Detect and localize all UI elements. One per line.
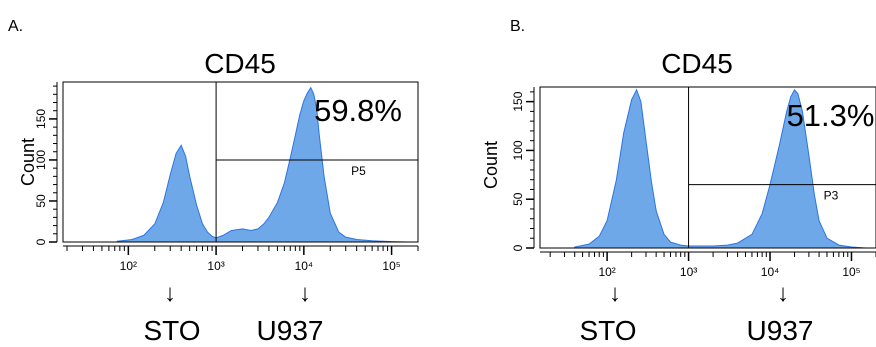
panel-b-histogram-series-0 — [574, 88, 866, 249]
panel-a-y-tick-label-1: 50 — [34, 194, 48, 208]
panel-a-y-tick-label-2: 100 — [34, 150, 48, 170]
panel-a-title: CD45 — [204, 48, 276, 79]
panel-a-u937-arrow: ↓ — [299, 280, 311, 307]
panel-a-x-tick-label-0: 10² — [120, 259, 137, 273]
panel-a-plot-frame — [62, 81, 419, 243]
panel-b-y-tick-label-3: 150 — [511, 91, 525, 111]
panel-b-gate-percent: 51.3% — [787, 98, 875, 133]
panel-a-population-sto: ↓ STO — [143, 280, 200, 346]
panel-b-ylabel: Count — [481, 141, 501, 189]
panel-b-plot: P3 51.3% 10² 10³ 10⁴ 10⁵ 0 50 100 150 — [511, 86, 876, 279]
panel-b-title: CD45 — [661, 48, 733, 79]
panel-a-gate-percent: 59.8% — [314, 93, 402, 128]
panel-a-x-tick-label-3: 10⁵ — [382, 259, 400, 273]
panel-b-label: B. — [510, 18, 525, 35]
panel-a: A. CD45 Count P5 59.8% 10² 10³ 10⁴ 10⁵ 0 50 100 1… — [8, 18, 419, 346]
panel-b: B. CD45 Count P3 51.3% 10² 10³ 10⁴ 10⁵ 0 50 100 1… — [481, 18, 876, 346]
panel-b-sto-arrow: ↓ — [609, 280, 621, 307]
panel-b-population-u937: ↓ U937 — [747, 280, 814, 346]
panel-a-x-tick-label-1: 10³ — [207, 259, 224, 273]
panel-a-y-tick-label-0: 0 — [34, 238, 48, 245]
panel-b-x-tick-label-2: 10⁴ — [761, 265, 780, 279]
panel-a-u937-label: U937 — [257, 315, 324, 346]
panel-a-x-tick-label-2: 10⁴ — [295, 259, 314, 273]
panel-a-plot: P5 59.8% 10² 10³ 10⁴ 10⁵ 0 50 100 150 — [34, 81, 419, 273]
panel-b-x-tick-label-3: 10⁵ — [842, 265, 860, 279]
panel-b-sto-label: STO — [579, 315, 636, 346]
panel-b-u937-label: U937 — [747, 315, 814, 346]
panel-a-sto-arrow: ↓ — [164, 280, 176, 307]
panel-a-sto-label: STO — [143, 315, 200, 346]
panel-b-population-sto: ↓ STO — [579, 280, 636, 346]
panel-b-y-tick-label-1: 50 — [511, 192, 525, 206]
panel-b-plot-frame — [539, 86, 876, 249]
panel-a-histogram-series-0 — [116, 86, 408, 243]
panel-b-gate-name: P3 — [824, 189, 839, 203]
panel-b-y-tick-label-2: 100 — [511, 140, 525, 160]
panel-b-u937-arrow: ↓ — [777, 280, 789, 307]
panel-b-x-tick-label-1: 10³ — [680, 265, 697, 279]
panel-a-label: A. — [8, 18, 23, 35]
panel-a-ylabel: Count — [18, 138, 38, 186]
panel-b-y-tick-label-0: 0 — [511, 244, 525, 251]
panel-a-gate-name: P5 — [351, 164, 366, 178]
panel-a-population-u937: ↓ U937 — [257, 280, 324, 346]
panel-a-y-tick-label-3: 150 — [34, 109, 48, 129]
panel-b-x-tick-label-0: 10² — [598, 265, 615, 279]
